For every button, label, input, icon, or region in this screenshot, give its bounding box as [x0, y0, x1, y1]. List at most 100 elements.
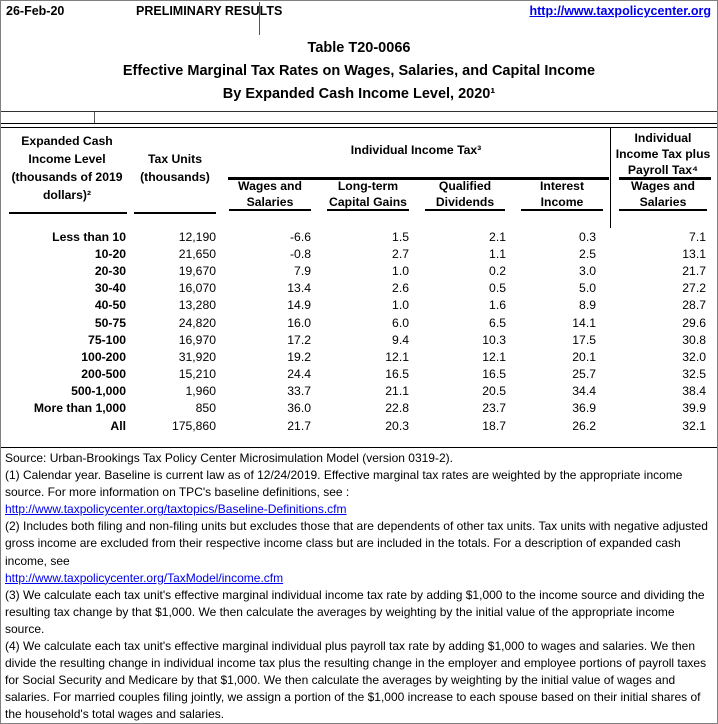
- value-cell: 7.1: [689, 229, 706, 244]
- value-cell: 3.0: [579, 263, 596, 278]
- tpc-home-link[interactable]: http://www.taxpolicycenter.org: [529, 4, 711, 18]
- income-level-cell: 10-20: [94, 246, 126, 261]
- value-cell: 20.3: [385, 418, 409, 433]
- income-level-cell: 500-1,000: [71, 384, 126, 399]
- value-cell: 22.8: [385, 401, 409, 416]
- value-cell: 31,920: [178, 349, 216, 364]
- group-header-underline: [228, 177, 609, 180]
- table-row: More than 1,000 850 36.0 22.8 23.7 36.9 39.9: [5, 400, 715, 417]
- column-header-interest-income: Interest Income: [539, 179, 585, 209]
- header-column-divider: [610, 128, 611, 228]
- value-cell: 9.4: [392, 332, 409, 347]
- value-cell: 29.6: [682, 315, 706, 330]
- table-row: 200-500 15,210 24.4 16.5 16.5 25.7 32.5: [5, 366, 715, 383]
- value-cell: 14.9: [287, 298, 311, 313]
- income-level-cell: 100-200: [81, 349, 126, 364]
- value-cell: 26.2: [572, 418, 596, 433]
- value-cell: 18.7: [482, 418, 506, 433]
- value-cell: 21.7: [682, 263, 706, 278]
- value-cell: 24,820: [178, 315, 216, 330]
- value-cell: 14.1: [572, 315, 596, 330]
- table-row: 50-75 24,820 16.0 6.0 6.5 14.1 29.6: [5, 314, 715, 331]
- value-cell: 36.0: [287, 401, 311, 416]
- value-cell: 6.0: [392, 315, 409, 330]
- value-cell: 0.2: [489, 263, 506, 278]
- title-block: Table T20-0066 Effective Marginal Tax Ra…: [1, 37, 717, 106]
- value-cell: 16.0: [287, 315, 311, 330]
- value-cell: 16,070: [178, 281, 216, 296]
- header-underline: [521, 209, 603, 211]
- title-separator-line: [1, 111, 717, 112]
- table-row: 30-40 16,070 13.4 2.6 0.5 5.0 27.2: [5, 280, 715, 297]
- table-row: 500-1,000 1,960 33.7 21.1 20.5 34.4 38.4: [5, 383, 715, 400]
- footnote-4: (4) We calculate each tax unit's effecti…: [5, 639, 707, 722]
- value-cell: 13.1: [682, 246, 706, 261]
- table-row: Less than 10 12,190 -6.6 1.5 2.1 0.3 7.1: [5, 228, 715, 245]
- income-level-cell: Less than 10: [52, 229, 126, 244]
- value-cell: 19.2: [287, 349, 311, 364]
- value-cell: 25.7: [572, 367, 596, 382]
- value-cell: 20.5: [482, 384, 506, 399]
- report-date: 26-Feb-20: [6, 4, 65, 18]
- table-row: 75-100 16,970 17.2 9.4 10.3 17.5 30.8: [5, 331, 715, 348]
- column-header-qualified-dividends: Qualified Dividends: [435, 179, 495, 209]
- value-cell: 5.0: [579, 281, 596, 296]
- value-cell: 2.6: [392, 281, 409, 296]
- header-underline: [9, 212, 127, 214]
- value-cell: 27.2: [682, 281, 706, 296]
- value-cell: 16.5: [385, 367, 409, 382]
- value-cell: 16,970: [178, 332, 216, 347]
- value-cell: 38.4: [682, 384, 706, 399]
- value-cell: 1.6: [489, 298, 506, 313]
- header-underline: [134, 212, 216, 214]
- value-cell: 2.1: [489, 229, 506, 244]
- value-cell: 6.5: [489, 315, 506, 330]
- value-cell: 32.0: [682, 349, 706, 364]
- header-underline: [619, 209, 707, 211]
- value-cell: 13.4: [287, 281, 311, 296]
- value-cell: 8.9: [579, 298, 596, 313]
- column-header-longterm-capital-gains: Long-term Capital Gains: [329, 179, 407, 209]
- value-cell: 23.7: [482, 401, 506, 416]
- footnote-1: (1) Calendar year. Baseline is current l…: [5, 468, 683, 500]
- value-cell: 0.5: [489, 281, 506, 296]
- value-cell: 39.9: [682, 401, 706, 416]
- value-cell: 12,190: [178, 229, 216, 244]
- baseline-definitions-link[interactable]: http://www.taxpolicycenter.org/taxtopics…: [5, 502, 347, 517]
- column-header-income-level: Expanded Cash Income Level (thousands of…: [11, 134, 123, 202]
- value-cell: 1,960: [185, 384, 217, 399]
- income-level-cell: All: [110, 418, 126, 433]
- value-cell: 21,650: [178, 246, 216, 261]
- value-cell: 20.1: [572, 349, 596, 364]
- income-level-cell: More than 1,000: [33, 401, 126, 416]
- column-header-payroll-wages-salaries: Wages and Salaries: [631, 179, 695, 209]
- value-cell: 32.5: [682, 367, 706, 382]
- value-cell: 21.7: [287, 418, 311, 433]
- value-cell: 13,280: [178, 298, 216, 313]
- value-cell: 34.4: [572, 384, 596, 399]
- cell-border-artifact: [259, 2, 260, 35]
- footnote-3: (3) We calculate each tax unit's effecti…: [5, 587, 705, 636]
- group-header-income-plus-payroll-tax: Individual Income Tax plus Payroll Tax⁴: [615, 131, 711, 177]
- footnote-2: (2) Includes both filing and non-filing …: [5, 519, 708, 568]
- preliminary-results-label: PRELIMINARY RESULTS: [136, 4, 283, 18]
- column-header-tax-units: Tax Units (thousands): [140, 152, 210, 184]
- value-cell: 17.2: [287, 332, 311, 347]
- table-row: 10-20 21,650 -0.8 2.7 1.1 2.5 13.1: [5, 245, 715, 262]
- value-cell: -6.6: [289, 229, 311, 244]
- income-level-cell: 50-75: [94, 315, 126, 330]
- expanded-cash-income-link[interactable]: http://www.taxpolicycenter.org/TaxModel/…: [5, 570, 284, 585]
- group-header-underline: [619, 177, 711, 180]
- value-cell: 1.5: [392, 229, 409, 244]
- table-subtitle: By Expanded Cash Income Level, 2020¹: [222, 86, 496, 102]
- value-cell: 33.7: [287, 384, 311, 399]
- income-level-cell: 40-50: [94, 298, 126, 313]
- table-header: Expanded Cash Income Level (thousands of…: [5, 128, 715, 228]
- value-cell: 28.7: [682, 298, 706, 313]
- table-number: Table T20-0066: [307, 40, 411, 56]
- value-cell: 2.5: [579, 246, 596, 261]
- value-cell: 12.1: [482, 349, 506, 364]
- value-cell: 1.0: [392, 298, 409, 313]
- group-header-individual-income-tax: Individual Income Tax³: [350, 143, 482, 157]
